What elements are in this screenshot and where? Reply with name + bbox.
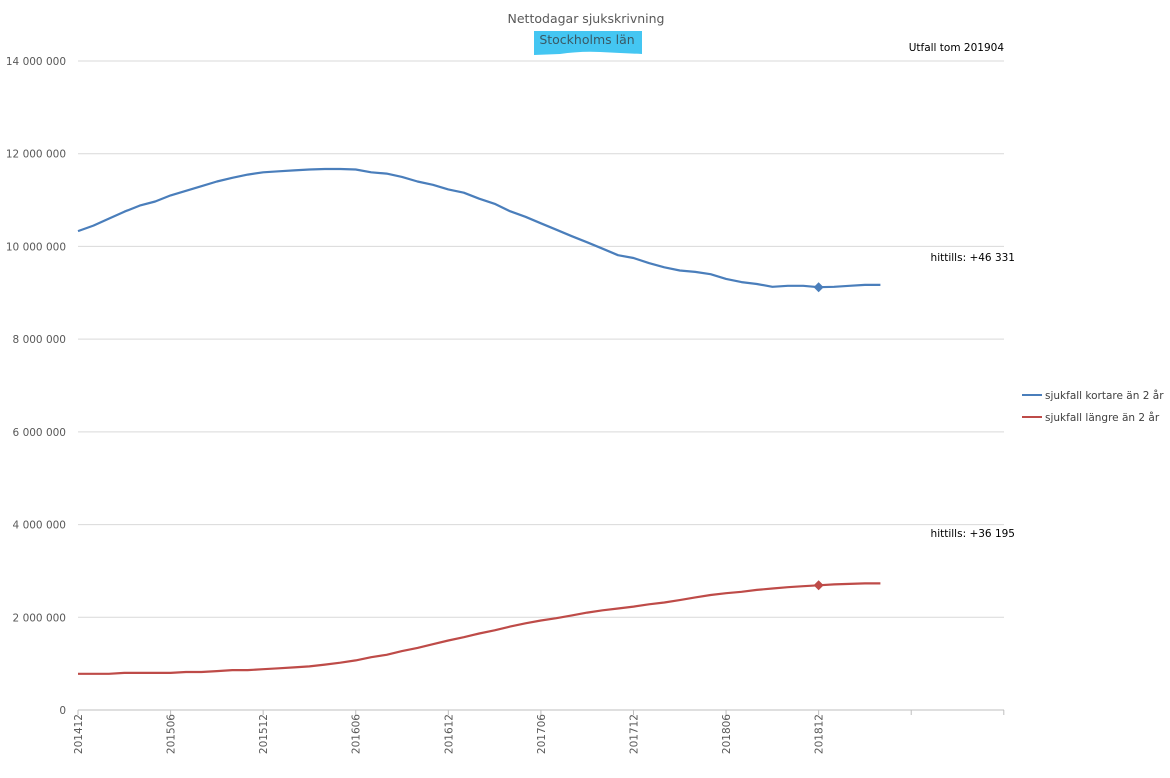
annotation-series-1: hittills: +46 331 — [931, 252, 1015, 264]
legend-label: sjukfall längre än 2 år — [1045, 411, 1160, 424]
legend-item-series-2[interactable]: sjukfall längre än 2 år — [1022, 411, 1160, 424]
y-tick-label: 4 000 000 — [13, 520, 66, 532]
y-tick-label: 0 — [59, 705, 66, 717]
x-tick-label: 201412 — [73, 714, 85, 754]
y-tick-label: 6 000 000 — [13, 427, 66, 439]
y-tick-label: 8 000 000 — [13, 334, 66, 346]
series-line-1 — [77, 167, 881, 289]
x-tick-label: 201706 — [536, 714, 548, 754]
y-tick-label: 14 000 000 — [6, 56, 66, 68]
x-tick-label: 201506 — [166, 714, 178, 754]
x-tick-label: 201806 — [721, 714, 733, 754]
x-tick-label: 201512 — [258, 714, 270, 754]
legend: sjukfall kortare än 2 år sjukfall längre… — [1022, 389, 1164, 424]
annotation-series-2: hittills: +36 195 — [931, 528, 1015, 540]
y-tick-label: 12 000 000 — [6, 149, 66, 161]
y-axis-labels: 0 2 000 000 4 000 000 6 000 000 8 000 000 10 … — [6, 56, 66, 717]
data-point-marker[interactable] — [813, 580, 824, 591]
y-tick-label: 10 000 000 — [6, 241, 66, 253]
x-tick-label: 201606 — [351, 714, 363, 754]
y-tick-label: 2 000 000 — [13, 612, 66, 624]
x-tick-label: 201812 — [814, 714, 826, 754]
subtitle-highlight — [534, 31, 642, 55]
chart-subtitle: Stockholms län — [539, 32, 634, 47]
gridlines — [78, 60, 1004, 711]
data-note: Utfall tom 201904 — [909, 42, 1005, 54]
x-tick-label: 201612 — [443, 714, 455, 754]
chart-title: Nettodagar sjukskrivning — [508, 11, 665, 26]
data-point-marker[interactable] — [813, 282, 824, 293]
x-axis: 201412 201506 201512 201606 201612 201706 2017… — [73, 710, 1005, 754]
legend-label: sjukfall kortare än 2 år — [1045, 389, 1164, 402]
x-tick-label: 201712 — [628, 714, 640, 754]
series-line-2 — [78, 582, 881, 675]
series-lines — [77, 167, 881, 675]
legend-item-series-1[interactable]: sjukfall kortare än 2 år — [1022, 389, 1164, 402]
